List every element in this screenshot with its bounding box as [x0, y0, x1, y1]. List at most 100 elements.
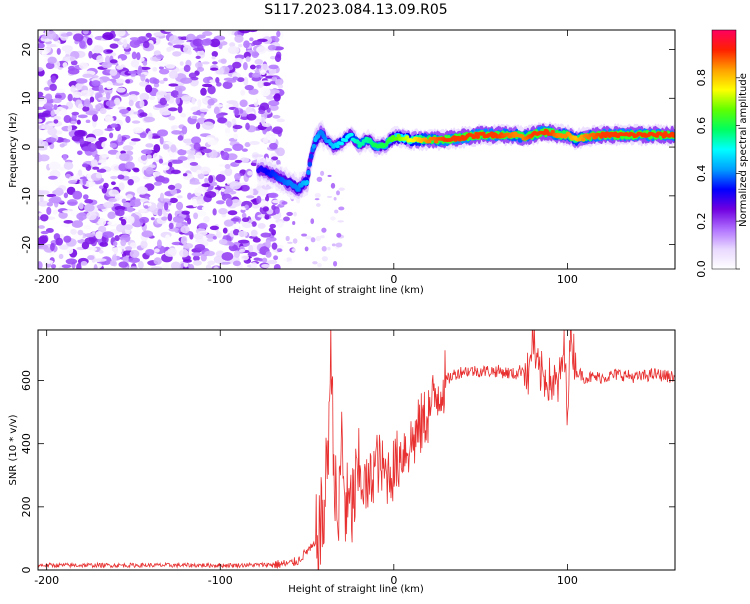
noise-mark: [276, 147, 285, 157]
noise-mark: [227, 210, 238, 216]
noise-mark: [150, 190, 157, 200]
noise-mark: [291, 248, 297, 252]
noise-mark: [234, 34, 244, 43]
noise-mark: [95, 172, 102, 179]
ridge-mark: [404, 135, 410, 139]
noise-mark: [91, 75, 99, 79]
noise-mark: [220, 58, 227, 64]
noise-mark: [159, 136, 164, 145]
noise-mark: [223, 219, 234, 227]
noise-mark: [321, 227, 327, 233]
noise-mark: [65, 258, 78, 265]
noise-mark: [248, 244, 254, 253]
noise-mark: [117, 134, 122, 143]
noise-mark: [182, 173, 188, 177]
noise-mark: [84, 233, 95, 238]
noise-mark: [174, 210, 182, 214]
noise-mark: [43, 86, 50, 91]
noise-mark: [277, 84, 284, 89]
noise-mark: [198, 230, 208, 236]
noise-mark: [98, 84, 104, 92]
noise-mark: [186, 149, 196, 156]
snr-series-line: [38, 330, 675, 570]
noise-mark: [330, 182, 336, 189]
noise-mark: [95, 231, 103, 240]
noise-mark: [315, 203, 321, 207]
noise-mark: [204, 250, 215, 257]
noise-mark: [230, 217, 240, 222]
noise-mark: [110, 175, 118, 180]
noise-mark: [120, 170, 130, 176]
noise-mark: [147, 130, 153, 140]
noise-mark: [176, 195, 183, 199]
noise-mark: [127, 178, 134, 186]
noise-mark: [145, 32, 152, 38]
top-x-axis: -200 -100 0 100: [34, 30, 578, 286]
noise-mark: [224, 163, 231, 170]
noise-mark: [63, 138, 71, 143]
noise-mark: [47, 127, 58, 136]
ridge-mark: [308, 153, 314, 159]
noise-mark: [249, 37, 254, 42]
noise-mark: [127, 70, 138, 74]
noise-mark: [113, 38, 120, 42]
noise-mark: [244, 142, 251, 148]
noise-mark: [117, 174, 125, 180]
noise-mark: [114, 30, 126, 37]
noise-mark: [38, 67, 44, 72]
noise-mark: [53, 104, 58, 110]
noise-mark: [66, 246, 74, 255]
noise-mark: [85, 110, 98, 116]
noise-mark: [181, 125, 188, 135]
noise-mark: [259, 102, 270, 111]
bottom-x-tick-label: -100: [208, 574, 233, 587]
noise-mark: [169, 197, 178, 204]
noise-mark: [191, 136, 202, 145]
noise-mark: [336, 190, 340, 196]
noise-mark: [180, 235, 188, 245]
noise-mark: [168, 222, 174, 230]
noise-mark: [97, 218, 107, 226]
noise-mark: [336, 232, 342, 238]
noise-mark: [183, 64, 191, 73]
noise-mark: [244, 204, 249, 209]
noise-mark: [212, 61, 218, 65]
noise-mark: [256, 195, 262, 204]
top-y-tick-label: -10: [20, 187, 33, 205]
noise-mark: [265, 195, 270, 202]
noise-mark: [285, 235, 290, 242]
ridge-mark: [671, 134, 675, 138]
noise-mark: [46, 44, 51, 53]
noise-mark: [111, 254, 117, 263]
noise-mark: [38, 140, 45, 148]
noise-mark: [62, 62, 68, 68]
noise-mark: [38, 118, 43, 123]
ridge-mark: [581, 137, 586, 142]
noise-mark: [227, 79, 237, 83]
noise-mark: [54, 187, 64, 197]
noise-mark: [67, 68, 80, 75]
noise-mark: [192, 198, 198, 208]
noise-mark: [62, 210, 72, 214]
noise-mark: [109, 43, 119, 49]
noise-mark: [79, 40, 86, 49]
noise-mark: [116, 87, 126, 93]
noise-mark: [76, 119, 81, 125]
noise-mark: [271, 204, 276, 211]
noise-mark: [213, 255, 225, 264]
noise-mark: [310, 237, 316, 243]
ridge-mark: [433, 139, 439, 144]
noise-mark: [273, 264, 281, 269]
noise-mark: [82, 105, 90, 112]
noise-mark: [182, 138, 194, 144]
noise-mark: [170, 144, 177, 153]
noise-mark: [193, 260, 202, 266]
noise-mark: [288, 260, 293, 265]
noise-mark: [261, 257, 268, 263]
noise-mark: [125, 79, 131, 84]
noise-mark: [201, 205, 213, 211]
noise-mark: [102, 250, 110, 256]
noise-mark: [101, 61, 112, 69]
noise-mark: [187, 192, 193, 200]
